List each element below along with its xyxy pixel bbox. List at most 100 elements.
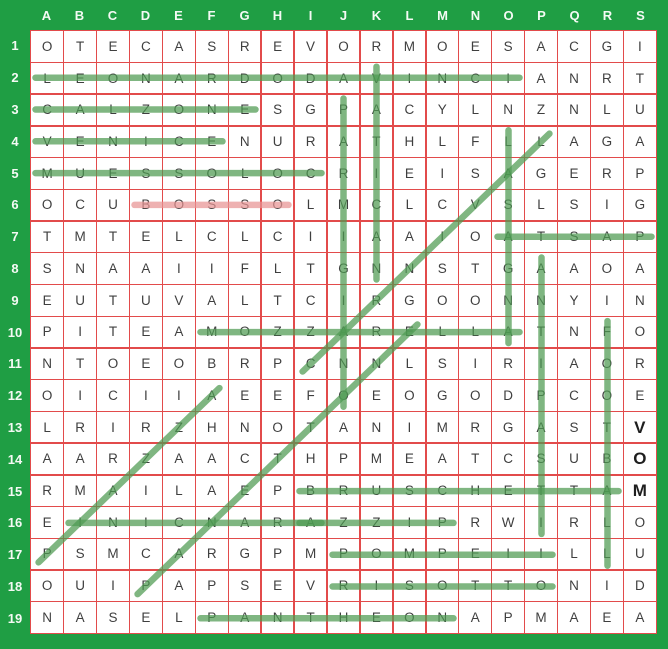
grid-cell[interactable]: G (492, 253, 524, 284)
grid-cell[interactable]: O (31, 570, 63, 602)
grid-cell[interactable]: R (327, 475, 360, 506)
grid-cell[interactable]: A (97, 253, 129, 284)
grid-cell[interactable]: E (393, 158, 426, 189)
grid-cell[interactable]: P (31, 316, 63, 348)
grid-cell[interactable]: M (393, 539, 426, 570)
grid-cell[interactable]: V (294, 31, 327, 62)
grid-cell[interactable]: I (327, 221, 360, 253)
grid-cell[interactable]: Z (360, 507, 393, 538)
grid-cell[interactable]: L (163, 602, 195, 633)
grid-cell[interactable]: P (261, 475, 294, 506)
grid-cell[interactable]: O (624, 316, 656, 348)
grid-cell[interactable]: T (624, 63, 656, 94)
grid-cell[interactable]: U (624, 94, 656, 126)
grid-cell[interactable]: E (64, 63, 96, 94)
grid-cell[interactable]: A (228, 602, 261, 633)
grid-cell[interactable]: G (591, 31, 623, 62)
grid-cell[interactable]: A (294, 507, 327, 538)
grid-cell[interactable]: E (31, 507, 63, 538)
grid-cell[interactable]: I (525, 507, 557, 538)
grid-cell[interactable]: I (130, 380, 162, 411)
grid-cell[interactable]: U (261, 126, 294, 157)
grid-cell[interactable]: A (492, 158, 524, 189)
grid-cell[interactable]: R (624, 348, 656, 379)
grid-cell[interactable]: L (492, 126, 524, 157)
grid-cell[interactable]: P (196, 570, 228, 602)
grid-cell[interactable]: P (492, 602, 524, 633)
grid-cell[interactable]: I (492, 539, 524, 570)
grid-cell[interactable]: I (130, 126, 162, 157)
grid-cell[interactable]: C (97, 380, 129, 411)
grid-cell[interactable]: A (558, 348, 590, 379)
grid-cell[interactable]: M (97, 539, 129, 570)
grid-cell[interactable]: N (492, 285, 524, 316)
grid-cell[interactable]: T (64, 31, 96, 62)
grid-cell[interactable]: C (426, 190, 459, 221)
grid-cell[interactable]: R (294, 126, 327, 157)
grid-cell[interactable]: I (64, 316, 96, 348)
grid-cell[interactable]: R (327, 570, 360, 602)
grid-cell[interactable]: A (327, 412, 360, 443)
grid-cell[interactable]: F (294, 380, 327, 411)
grid-cell[interactable]: G (426, 380, 459, 411)
grid-cell[interactable]: M (294, 539, 327, 570)
grid-cell[interactable]: M (64, 221, 96, 253)
grid-cell[interactable]: O (261, 63, 294, 94)
grid-cell[interactable]: D (624, 570, 656, 602)
grid-cell[interactable]: P (327, 539, 360, 570)
grid-cell[interactable]: R (459, 412, 491, 443)
grid-cell[interactable]: O (393, 602, 426, 633)
grid-cell[interactable]: A (163, 570, 195, 602)
grid-cell[interactable]: E (228, 475, 261, 506)
grid-cell[interactable]: L (393, 348, 426, 379)
grid-cell[interactable]: A (64, 94, 96, 126)
grid-cell[interactable]: P (196, 602, 228, 633)
grid-cell[interactable]: S (558, 221, 590, 253)
grid-cell[interactable]: T (97, 285, 129, 316)
grid-cell[interactable]: C (492, 443, 524, 475)
grid-cell[interactable]: L (163, 221, 195, 253)
grid-cell[interactable]: R (360, 285, 393, 316)
grid-cell[interactable]: E (624, 380, 656, 411)
grid-cell[interactable]: E (459, 31, 491, 62)
grid-cell[interactable]: A (196, 285, 228, 316)
grid-cell[interactable]: E (196, 126, 228, 157)
grid-cell[interactable]: A (163, 539, 195, 570)
grid-cell[interactable]: P (31, 539, 63, 570)
grid-cell[interactable]: A (558, 602, 590, 633)
grid-cell[interactable]: G (525, 158, 557, 189)
grid-cell[interactable]: I (525, 348, 557, 379)
grid-cell[interactable]: Z (163, 412, 195, 443)
grid-cell[interactable]: S (31, 253, 63, 284)
grid-cell[interactable]: P (525, 380, 557, 411)
grid-cell[interactable]: O (31, 190, 63, 221)
grid-cell[interactable]: L (393, 190, 426, 221)
grid-cell[interactable]: N (97, 126, 129, 157)
grid-cell[interactable]: O (360, 539, 393, 570)
grid-cell[interactable]: C (393, 94, 426, 126)
grid-cell[interactable]: F (228, 253, 261, 284)
grid-cell[interactable]: P (624, 221, 656, 253)
grid-cell[interactable]: I (97, 570, 129, 602)
grid-cell[interactable]: B (196, 348, 228, 379)
grid-cell[interactable]: I (426, 221, 459, 253)
grid-cell[interactable]: Z (261, 316, 294, 348)
grid-cell[interactable]: L (525, 190, 557, 221)
grid-cell[interactable]: T (294, 412, 327, 443)
grid-cell[interactable]: S (64, 539, 96, 570)
grid-cell[interactable]: F (591, 316, 623, 348)
grid-cell[interactable]: T (492, 570, 524, 602)
grid-cell[interactable]: R (492, 348, 524, 379)
grid-cell[interactable]: I (393, 507, 426, 538)
grid-cell[interactable]: R (360, 316, 393, 348)
grid-cell[interactable]: O (163, 190, 195, 221)
grid-cell[interactable]: S (492, 31, 524, 62)
grid-cell[interactable]: A (228, 507, 261, 538)
grid-cell[interactable]: N (228, 412, 261, 443)
grid-cell[interactable]: A (97, 475, 129, 506)
grid-cell[interactable]: Z (327, 507, 360, 538)
grid-cell[interactable]: V (31, 126, 63, 157)
grid-cell[interactable]: S (426, 348, 459, 379)
grid-cell[interactable]: M (64, 475, 96, 506)
grid-cell[interactable]: R (360, 31, 393, 62)
